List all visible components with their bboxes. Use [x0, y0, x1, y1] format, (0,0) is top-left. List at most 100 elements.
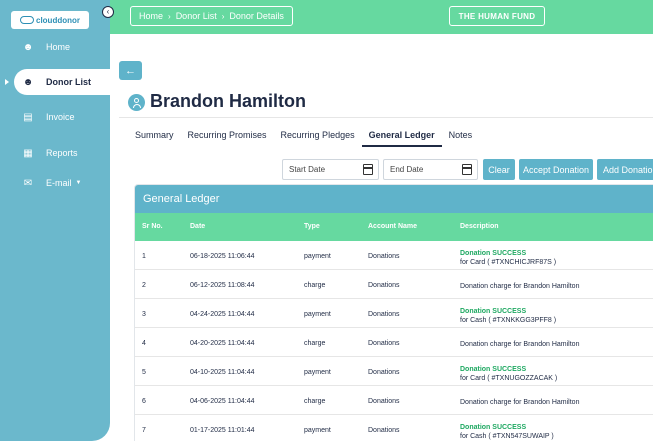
person-icon	[134, 98, 139, 103]
cell-type: charge	[304, 282, 326, 289]
cell-date: 04-10-2025 11:04:44	[190, 369, 255, 376]
tab-notes[interactable]: Notes	[448, 130, 473, 140]
description-text: for Card ( #TXNUGOZZACAK )	[460, 375, 558, 382]
person-icon: ☻	[22, 76, 34, 88]
general-ledger-card: General Ledger Sr No. Date Type Account …	[134, 184, 653, 441]
breadcrumb-donor-list[interactable]: Donor List	[175, 11, 217, 21]
cell-sr: 3	[142, 311, 146, 318]
cell-account: Donations	[368, 427, 400, 434]
column-header-account: Account Name	[368, 223, 418, 230]
tab-general-ledger[interactable]: General Ledger	[361, 126, 442, 147]
description-text: Donation charge for Brandon Hamilton	[460, 399, 580, 406]
breadcrumb: Home › Donor List › Donor Details	[130, 6, 293, 26]
cell-date: 01-17-2025 11:01:44	[190, 427, 255, 434]
page-title: Brandon Hamilton	[150, 91, 306, 111]
cell-account: Donations	[368, 369, 400, 376]
sidebar-item-email[interactable]: ✉ E-mail ▼	[0, 170, 110, 196]
sidebar-item-label: Reports	[46, 148, 78, 158]
cell-date: 06-12-2025 11:08:44	[190, 282, 255, 289]
cell-description: Donation charge for Brandon Hamilton	[460, 398, 579, 407]
chevron-down-icon: ▼	[75, 180, 82, 186]
table-row[interactable]: 4 04-20-2025 11:04:44 charge Donations D…	[135, 328, 653, 357]
status-success: Donation SUCCESS	[460, 424, 527, 431]
cell-date: 04-20-2025 11:04:44	[190, 340, 255, 347]
cell-sr: 1	[142, 253, 146, 260]
column-header-date: Date	[190, 223, 206, 230]
invoice-icon: ▤	[23, 111, 33, 123]
cell-description: Donation SUCCESS for Cash ( #TXN547SUWAI…	[460, 423, 554, 441]
clear-button[interactable]: Clear	[483, 159, 515, 180]
sidebar-item-donor-list[interactable]: ☻ Donor List	[14, 69, 110, 95]
description-text: Donation charge for Brandon Hamilton	[460, 283, 580, 290]
org-name-badge[interactable]: THE HUMAN FUND	[449, 6, 545, 26]
collapse-sidebar-button[interactable]: ‹	[102, 6, 114, 18]
cell-sr: 7	[142, 427, 146, 434]
start-date-placeholder: Start Date	[289, 165, 326, 174]
cell-account: Donations	[368, 282, 400, 289]
table-header: Sr No. Date Type Account Name Descriptio…	[135, 213, 653, 241]
cell-type: charge	[304, 398, 326, 405]
sidebar-item-invoice[interactable]: ▤ Invoice	[0, 104, 110, 130]
divider	[119, 117, 653, 118]
active-indicator-icon	[5, 79, 9, 85]
status-success: Donation SUCCESS	[460, 250, 527, 257]
cell-description: Donation SUCCESS for Card ( #TXNUGOZZACA…	[460, 365, 557, 383]
sidebar-item-label: Home	[46, 42, 71, 52]
tab-recurring-pledges[interactable]: Recurring Pledges	[280, 130, 355, 140]
description-text: for Cash ( #TXN547SUWAIP )	[460, 433, 554, 440]
tab-summary[interactable]: Summary	[135, 130, 174, 140]
arrow-left-icon: ←	[125, 64, 136, 77]
logo[interactable]: clouddonor	[11, 11, 89, 29]
table-row[interactable]: 6 04-06-2025 11:04:44 charge Donations D…	[135, 386, 653, 415]
cell-type: payment	[304, 253, 331, 260]
breadcrumb-home[interactable]: Home	[139, 11, 164, 21]
cell-type: payment	[304, 369, 331, 376]
breadcrumb-donor-details: Donor Details	[229, 11, 284, 21]
column-header-description: Description	[460, 223, 499, 230]
sidebar-item-home[interactable]: ☻ Home	[0, 34, 110, 60]
sidebar-item-reports[interactable]: ▦ Reports	[0, 140, 110, 166]
back-button[interactable]: ←	[119, 61, 142, 80]
cell-description: Donation SUCCESS for Card ( #TXNCHICJRF8…	[460, 249, 556, 267]
table-row[interactable]: 5 04-10-2025 11:04:44 payment Donations …	[135, 357, 653, 386]
cell-sr: 2	[142, 282, 146, 289]
table-row[interactable]: 2 06-12-2025 11:08:44 charge Donations D…	[135, 270, 653, 299]
cell-account: Donations	[368, 253, 400, 260]
cell-type: payment	[304, 427, 331, 434]
breadcrumb-separator-icon: ›	[168, 11, 171, 21]
cell-account: Donations	[368, 398, 400, 405]
breadcrumb-separator-icon: ›	[221, 11, 225, 21]
cell-sr: 4	[142, 340, 146, 347]
sidebar: clouddonor ☻ Home ☻ Donor List ▤ Invoice…	[0, 0, 110, 441]
end-date-field[interactable]: End Date	[383, 159, 478, 180]
logo-text: clouddonor	[36, 15, 80, 25]
cell-description: Donation charge for Brandon Hamilton	[460, 340, 579, 349]
add-donation-button[interactable]: Add Donation	[597, 159, 653, 180]
calendar-icon[interactable]	[363, 164, 373, 175]
table-row[interactable]: 1 06-18-2025 11:06:44 payment Donations …	[135, 241, 653, 270]
cell-sr: 6	[142, 398, 146, 405]
status-success: Donation SUCCESS	[460, 366, 527, 373]
tab-recurring-promises[interactable]: Recurring Promises	[187, 130, 267, 140]
cell-type: charge	[304, 340, 326, 347]
accept-donation-button[interactable]: Accept Donation	[519, 159, 593, 180]
column-header-type: Type	[304, 223, 320, 230]
cell-description: Donation SUCCESS for Cash ( #TXNKKGG3PFF…	[460, 307, 556, 325]
card-title: General Ledger	[135, 185, 653, 213]
table-row[interactable]: 3 04-24-2025 11:04:44 payment Donations …	[135, 299, 653, 328]
tab-bar: Summary Recurring Promises Recurring Ple…	[128, 126, 479, 147]
sidebar-item-label: E-mail	[46, 178, 72, 188]
cell-type: payment	[304, 311, 331, 318]
cell-account: Donations	[368, 311, 400, 318]
calendar-icon[interactable]	[462, 164, 472, 175]
table-row[interactable]: 7 01-17-2025 11:01:44 payment Donations …	[135, 415, 653, 441]
description-text: for Card ( #TXNCHICJRF87S )	[460, 259, 557, 266]
start-date-field[interactable]: Start Date	[282, 159, 379, 180]
end-date-placeholder: End Date	[390, 165, 424, 174]
cell-date: 06-18-2025 11:06:44	[190, 253, 255, 260]
cell-account: Donations	[368, 340, 400, 347]
cell-description: Donation charge for Brandon Hamilton	[460, 282, 579, 291]
status-success: Donation SUCCESS	[460, 308, 527, 315]
sidebar-item-label: Donor List	[46, 77, 91, 87]
cloud-icon	[20, 16, 34, 24]
